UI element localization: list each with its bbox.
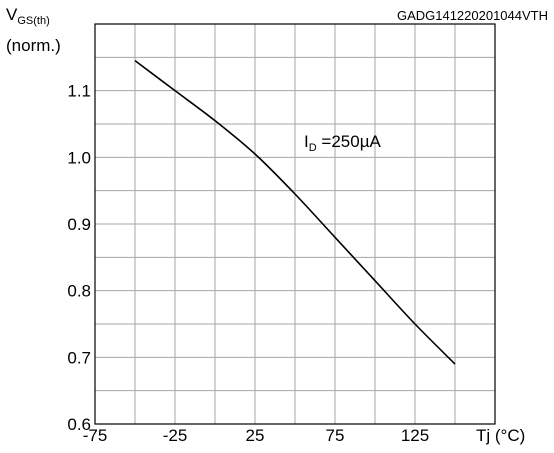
annotation: ID =250µA <box>304 132 381 154</box>
y-axis-label-line2: (norm.) <box>6 36 61 55</box>
x-axis-label: Tj (°C) <box>476 426 525 445</box>
y-tick-label: 0.7 <box>67 348 91 367</box>
x-tick-label: 125 <box>401 426 429 445</box>
annotation-value: =250µA <box>317 132 382 151</box>
tick-labels: -75 -25 25 75 125 0.6 0.7 0.8 0.9 1.0 1.1 <box>67 82 429 445</box>
annotation-main: I <box>304 132 309 151</box>
grid <box>95 24 495 424</box>
chart-code: GADG141220201044VTH <box>397 8 548 23</box>
y-tick-label: 0.8 <box>67 282 91 301</box>
y-tick-label: 1.1 <box>67 82 91 101</box>
x-tick-label: 75 <box>326 426 345 445</box>
y-tick-label: 0.9 <box>67 215 91 234</box>
x-tick-label: -25 <box>163 426 188 445</box>
y-axis-label: VGS(th) <box>6 5 50 27</box>
y-axis-label-main: V <box>6 5 18 24</box>
y-tick-label: 1.0 <box>67 148 91 167</box>
plot-frame <box>94 23 496 425</box>
x-tick-label: 25 <box>246 426 265 445</box>
annotation-sub: D <box>309 142 317 154</box>
x-tick-label: -75 <box>83 426 108 445</box>
series-line <box>134 60 456 365</box>
y-axis-label-sub: GS(th) <box>17 15 49 27</box>
y-tick-label: 0.6 <box>67 415 91 434</box>
